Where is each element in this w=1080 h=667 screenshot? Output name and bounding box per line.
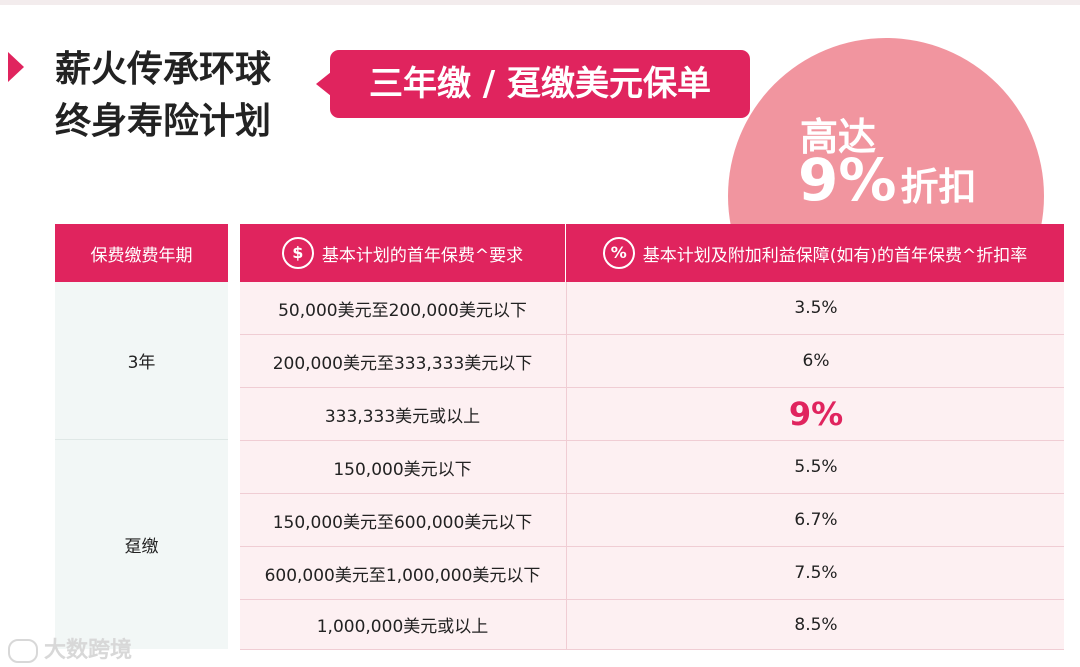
table-row: 150,000美元以下 5.5% bbox=[240, 441, 1064, 494]
requirement-cell: 333,333美元或以上 bbox=[324, 406, 481, 427]
requirement-cell: 600,000美元至1,000,000美元以下 bbox=[264, 565, 541, 586]
period-label: 3年 bbox=[127, 353, 156, 373]
requirement-cell: 1,000,000美元或以上 bbox=[316, 617, 489, 637]
column-header-requirement: $ 基本计划的首年保费^要求 bbox=[240, 224, 565, 282]
page-title: 薪火传承环球 终身寿险计划 bbox=[55, 44, 315, 148]
period-cell-single: 趸缴 bbox=[55, 440, 228, 649]
table-row: 1,000,000美元或以上 8.5% bbox=[240, 600, 1064, 650]
highlighted-discount: 9% bbox=[788, 395, 844, 433]
badge-percent: 9% bbox=[798, 146, 897, 214]
column-header-period: 保费缴费年期 bbox=[55, 224, 228, 282]
badge-suffix: 折扣 bbox=[900, 165, 977, 209]
period-divider bbox=[55, 439, 228, 440]
discount-cell: 6% bbox=[566, 335, 1065, 387]
column-header-discount: % 基本计划及附加利益保障(如有)的首年保费^折扣率 bbox=[566, 224, 1064, 282]
discount-cell: 7.5% bbox=[566, 547, 1065, 599]
column-header-requirement-label: 基本计划的首年保费^要求 bbox=[321, 245, 524, 266]
watermark-logo-icon bbox=[8, 639, 38, 663]
callout-text: 三年缴 / 趸缴美元保单 bbox=[368, 64, 712, 104]
requirement-cell: 150,000美元以下 bbox=[333, 459, 472, 480]
discount-cell: 6.7% bbox=[566, 494, 1065, 546]
discount-cell: 5.5% bbox=[566, 441, 1065, 493]
badge-prefix: 高达 bbox=[800, 115, 877, 159]
top-strip bbox=[0, 0, 1080, 5]
table-row: 600,000美元至1,000,000美元以下 7.5% bbox=[240, 547, 1064, 600]
title-line-1: 薪火传承环球 bbox=[55, 49, 272, 90]
discount-cell: 3.5% bbox=[566, 282, 1065, 334]
policy-type-callout: 三年缴 / 趸缴美元保单 bbox=[316, 50, 750, 118]
watermark: 大数跨境 bbox=[8, 632, 132, 664]
table-row: 150,000美元至600,000美元以下 6.7% bbox=[240, 494, 1064, 547]
discount-cell: 8.5% bbox=[566, 600, 1065, 649]
requirement-cell: 200,000美元至333,333美元以下 bbox=[272, 353, 533, 374]
badge-value: 9% 折扣 bbox=[798, 146, 977, 214]
requirement-cell: 150,000美元至600,000美元以下 bbox=[272, 512, 533, 533]
dollar-icon: $ bbox=[281, 237, 314, 269]
column-header-discount-label: 基本计划及附加利益保障(如有)的首年保费^折扣率 bbox=[642, 245, 1028, 266]
column-header-period-label: 保费缴费年期 bbox=[90, 245, 193, 266]
requirement-cell: 50,000美元至200,000美元以下 bbox=[278, 300, 527, 321]
period-cell-3-year: 3年 bbox=[55, 282, 228, 439]
section-marker-icon bbox=[8, 52, 24, 82]
discount-cell: 9% bbox=[566, 388, 1065, 440]
table-row: 200,000美元至333,333美元以下 6% bbox=[240, 335, 1064, 388]
watermark-text: 大数跨境 bbox=[44, 638, 133, 663]
table-row: 50,000美元至200,000美元以下 3.5% bbox=[240, 282, 1064, 335]
percent-icon: % bbox=[602, 237, 635, 269]
table-row: 333,333美元或以上 9% bbox=[240, 388, 1064, 441]
period-label: 趸缴 bbox=[124, 537, 159, 557]
title-line-2: 终身寿险计划 bbox=[55, 101, 272, 142]
